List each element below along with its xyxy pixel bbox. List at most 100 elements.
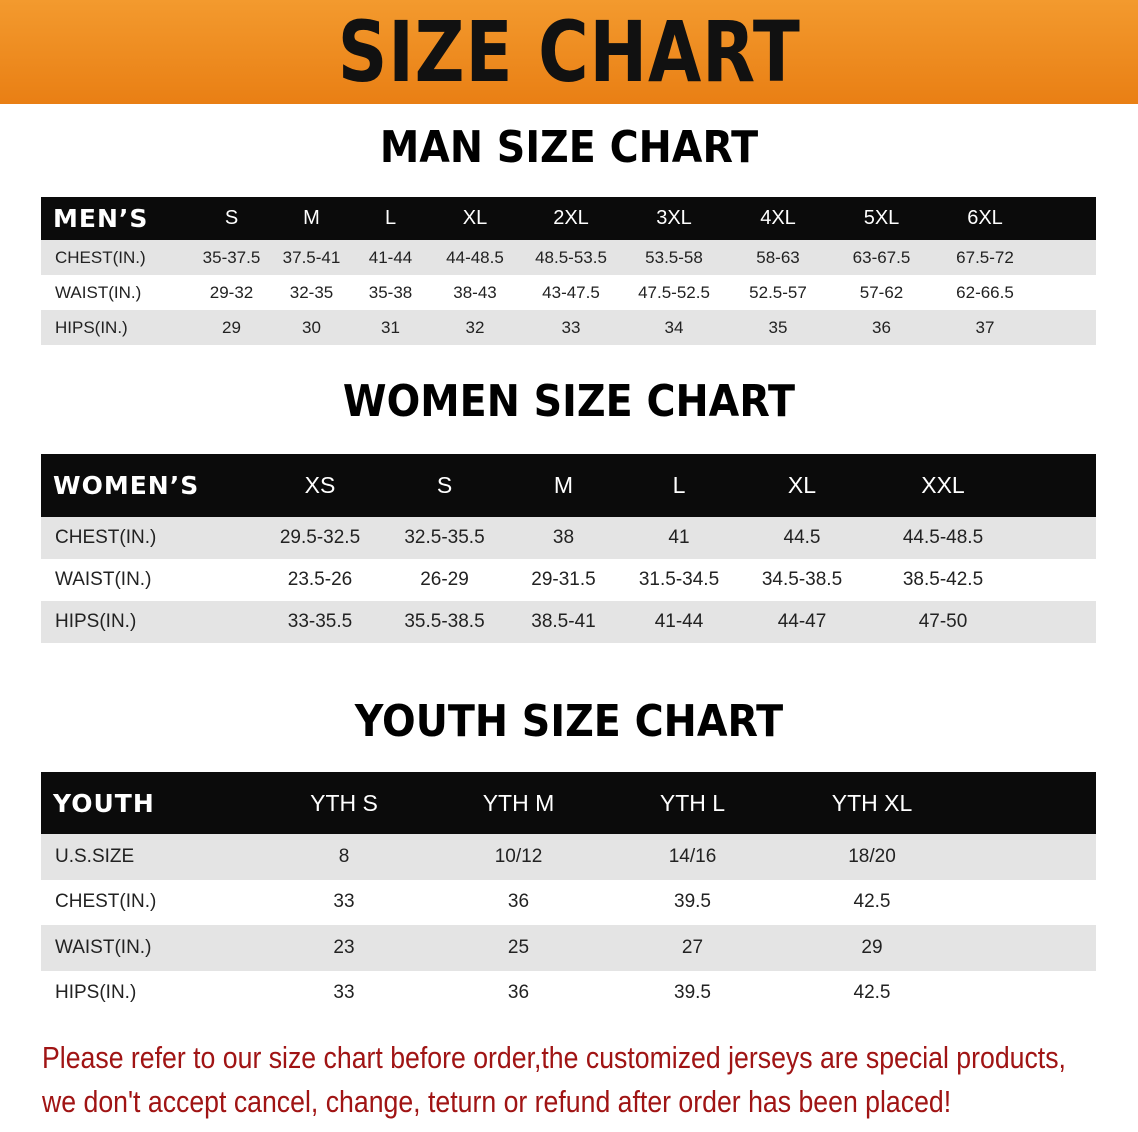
table-cell: 62-66.5 bbox=[956, 282, 1014, 302]
table-cell: 33 bbox=[561, 317, 581, 337]
table-cell: 32-35 bbox=[289, 282, 334, 302]
table-cell: 67.5-72 bbox=[956, 247, 1014, 267]
table-cell: 32 bbox=[465, 317, 485, 337]
order-notice: Please refer to our size chart before or… bbox=[42, 1036, 1126, 1124]
table-cell: 34 bbox=[664, 317, 684, 337]
size-header: 6XL bbox=[967, 207, 1003, 229]
table-cell: 30 bbox=[302, 317, 321, 337]
notice-line-1: Please refer to our size chart before or… bbox=[42, 1040, 1066, 1075]
table-cell: 8 bbox=[338, 845, 350, 867]
youth-size-table: YOUTH YTH S YTH M YTH L YTH XL U.S.SIZE 8 10/12… bbox=[41, 772, 1096, 1016]
size-header: 4XL bbox=[760, 207, 796, 229]
row-label: HIPS(IN.) bbox=[55, 317, 128, 337]
row-label: U.S.SIZE bbox=[55, 845, 135, 867]
table-cell: 44-47 bbox=[777, 611, 827, 632]
table-cell: 44.5 bbox=[783, 527, 821, 548]
table-cell: 41-44 bbox=[368, 247, 413, 267]
size-header: YTH S bbox=[310, 789, 378, 816]
table-label: WOMEN’S bbox=[53, 471, 200, 500]
table-cell: 31 bbox=[381, 317, 400, 337]
table-cell: 63-67.5 bbox=[852, 247, 911, 267]
table-cell: 38 bbox=[552, 527, 575, 548]
table-row: CHEST(IN.) 33 36 39.5 42.5 bbox=[41, 879, 1096, 925]
table-cell: 35 bbox=[768, 317, 788, 337]
row-label: CHEST(IN.) bbox=[55, 527, 157, 548]
size-header: S bbox=[224, 207, 239, 229]
table-cell: 29 bbox=[222, 317, 241, 337]
table-row: CHEST(IN.) 29.5-32.5 32.5-35.5 38 41 44.5 44.5… bbox=[41, 517, 1096, 559]
table-cell: 29-32 bbox=[209, 282, 254, 302]
size-header: M bbox=[303, 207, 320, 229]
table-cell: 26-29 bbox=[420, 569, 469, 590]
row-label: HIPS(IN.) bbox=[55, 611, 137, 632]
notice-line-2: we don't accept cancel, change, teturn o… bbox=[42, 1084, 952, 1119]
table-row: WAIST(IN.) 23 25 27 29 bbox=[41, 925, 1096, 971]
men-size-table: MEN’S S M L XL 2XL 3XL 4XL 5XL 6XL CHEST(IN.) 35-37… bbox=[41, 197, 1096, 345]
table-cell: 29.5-32.5 bbox=[279, 527, 361, 548]
table-cell: 23 bbox=[333, 936, 355, 958]
header-row: YOUTH YTH S YTH M YTH L YTH XL bbox=[41, 772, 1096, 834]
table-cell: 38.5-42.5 bbox=[902, 569, 984, 590]
table-cell: 33 bbox=[333, 982, 355, 1004]
table-cell: 38.5-41 bbox=[531, 611, 596, 632]
title-banner: SIZE CHART bbox=[0, 0, 1138, 104]
row-label: WAIST(IN.) bbox=[55, 569, 152, 590]
table-cell: 36 bbox=[507, 982, 530, 1004]
size-header: YTH L bbox=[659, 789, 726, 816]
table-cell: 10/12 bbox=[494, 845, 543, 867]
size-header: YTH M bbox=[482, 789, 555, 816]
table-cell: 47.5-52.5 bbox=[638, 282, 710, 302]
youth-section-title: YOUTH SIZE CHART bbox=[354, 696, 784, 747]
table-cell: 42.5 bbox=[853, 891, 891, 913]
size-header: L bbox=[672, 472, 686, 498]
size-header: 2XL bbox=[553, 207, 589, 229]
table-cell: 37 bbox=[975, 317, 995, 337]
table-label: YOUTH bbox=[53, 788, 155, 818]
table-cell: 29-31.5 bbox=[531, 569, 596, 590]
table-row: HIPS(IN.) 29 30 31 32 33 34 35 36 37 bbox=[41, 310, 1096, 345]
page-title: SIZE CHART bbox=[337, 3, 801, 101]
row-label: HIPS(IN.) bbox=[55, 982, 137, 1004]
table-cell: 47-50 bbox=[918, 611, 968, 632]
table-row: HIPS(IN.) 33-35.5 35.5-38.5 38.5-41 41-44 44-… bbox=[41, 601, 1096, 643]
row-label: WAIST(IN.) bbox=[55, 936, 152, 958]
table-cell: 29 bbox=[861, 936, 883, 958]
size-header: XS bbox=[304, 472, 336, 498]
table-row: HIPS(IN.) 33 36 39.5 42.5 bbox=[41, 970, 1096, 1016]
table-cell: 41 bbox=[668, 527, 690, 548]
size-header: XXL bbox=[921, 472, 965, 498]
women-size-table: WOMEN’S XS S M L XL XXL CHEST(IN.) 29.5-32.5 32.5… bbox=[41, 454, 1096, 643]
table-cell: 27 bbox=[681, 936, 704, 958]
women-section-title: WOMEN SIZE CHART bbox=[342, 376, 796, 427]
table-cell: 57-62 bbox=[859, 282, 904, 302]
table-cell: 33-35.5 bbox=[287, 611, 353, 632]
table-cell: 44-48.5 bbox=[446, 247, 504, 267]
table-label: MEN’S bbox=[53, 204, 149, 233]
table-cell: 38-43 bbox=[453, 282, 497, 302]
size-header: 5XL bbox=[863, 207, 900, 229]
table-cell: 43-47.5 bbox=[542, 282, 600, 302]
table-cell: 53.5-58 bbox=[645, 247, 703, 267]
table-row: WAIST(IN.) 29-32 32-35 35-38 38-43 43-47.5 47.… bbox=[41, 275, 1096, 310]
table-cell: 36 bbox=[872, 317, 891, 337]
table-cell: 34.5-38.5 bbox=[761, 569, 843, 590]
table-cell: 25 bbox=[507, 936, 530, 958]
table-cell: 44.5-48.5 bbox=[902, 527, 984, 548]
table-cell: 32.5-35.5 bbox=[404, 527, 485, 548]
table-cell: 33 bbox=[333, 891, 355, 913]
table-cell: 58-63 bbox=[756, 247, 800, 267]
row-label: CHEST(IN.) bbox=[55, 247, 146, 267]
table-cell: 14/16 bbox=[668, 845, 717, 867]
table-cell: 35.5-38.5 bbox=[404, 611, 485, 632]
table-cell: 41-44 bbox=[654, 611, 704, 632]
table-cell: 35-37.5 bbox=[202, 247, 261, 267]
size-header: XL bbox=[462, 207, 488, 229]
table-cell: 31.5-34.5 bbox=[638, 569, 720, 590]
table-row: WAIST(IN.) 23.5-26 26-29 29-31.5 31.5-34.5 34… bbox=[41, 559, 1096, 601]
size-header: S bbox=[436, 472, 453, 498]
table-cell: 48.5-53.5 bbox=[535, 247, 607, 267]
size-header: L bbox=[384, 207, 397, 229]
table-cell: 23.5-26 bbox=[287, 569, 353, 590]
size-header: XL bbox=[787, 472, 817, 498]
header-row: WOMEN’S XS S M L XL XXL bbox=[41, 454, 1096, 517]
